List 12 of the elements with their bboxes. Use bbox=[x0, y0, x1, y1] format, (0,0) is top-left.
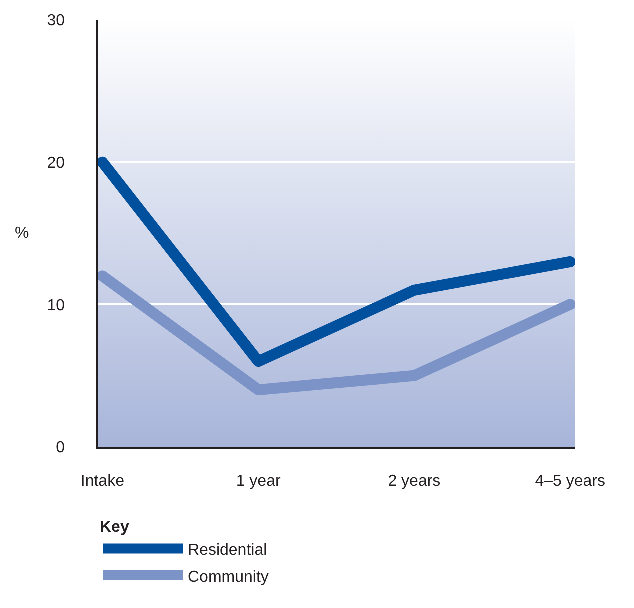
legend-title: Key bbox=[100, 518, 130, 536]
y-tick-label: 0 bbox=[56, 440, 66, 457]
y-tick-label: 20 bbox=[47, 154, 66, 172]
legend-label: Residential bbox=[188, 542, 268, 559]
x-tick-label: 1 year bbox=[236, 472, 282, 490]
y-tick-label: 10 bbox=[47, 297, 66, 314]
x-tick-label: 2 years bbox=[388, 472, 441, 490]
x-tick-label: 4–5 years bbox=[535, 472, 606, 490]
legend-label: Community bbox=[188, 568, 269, 586]
y-axis-title: % bbox=[15, 225, 30, 242]
y-tick-label: 30 bbox=[47, 12, 66, 30]
x-tick-label: Intake bbox=[80, 472, 125, 490]
